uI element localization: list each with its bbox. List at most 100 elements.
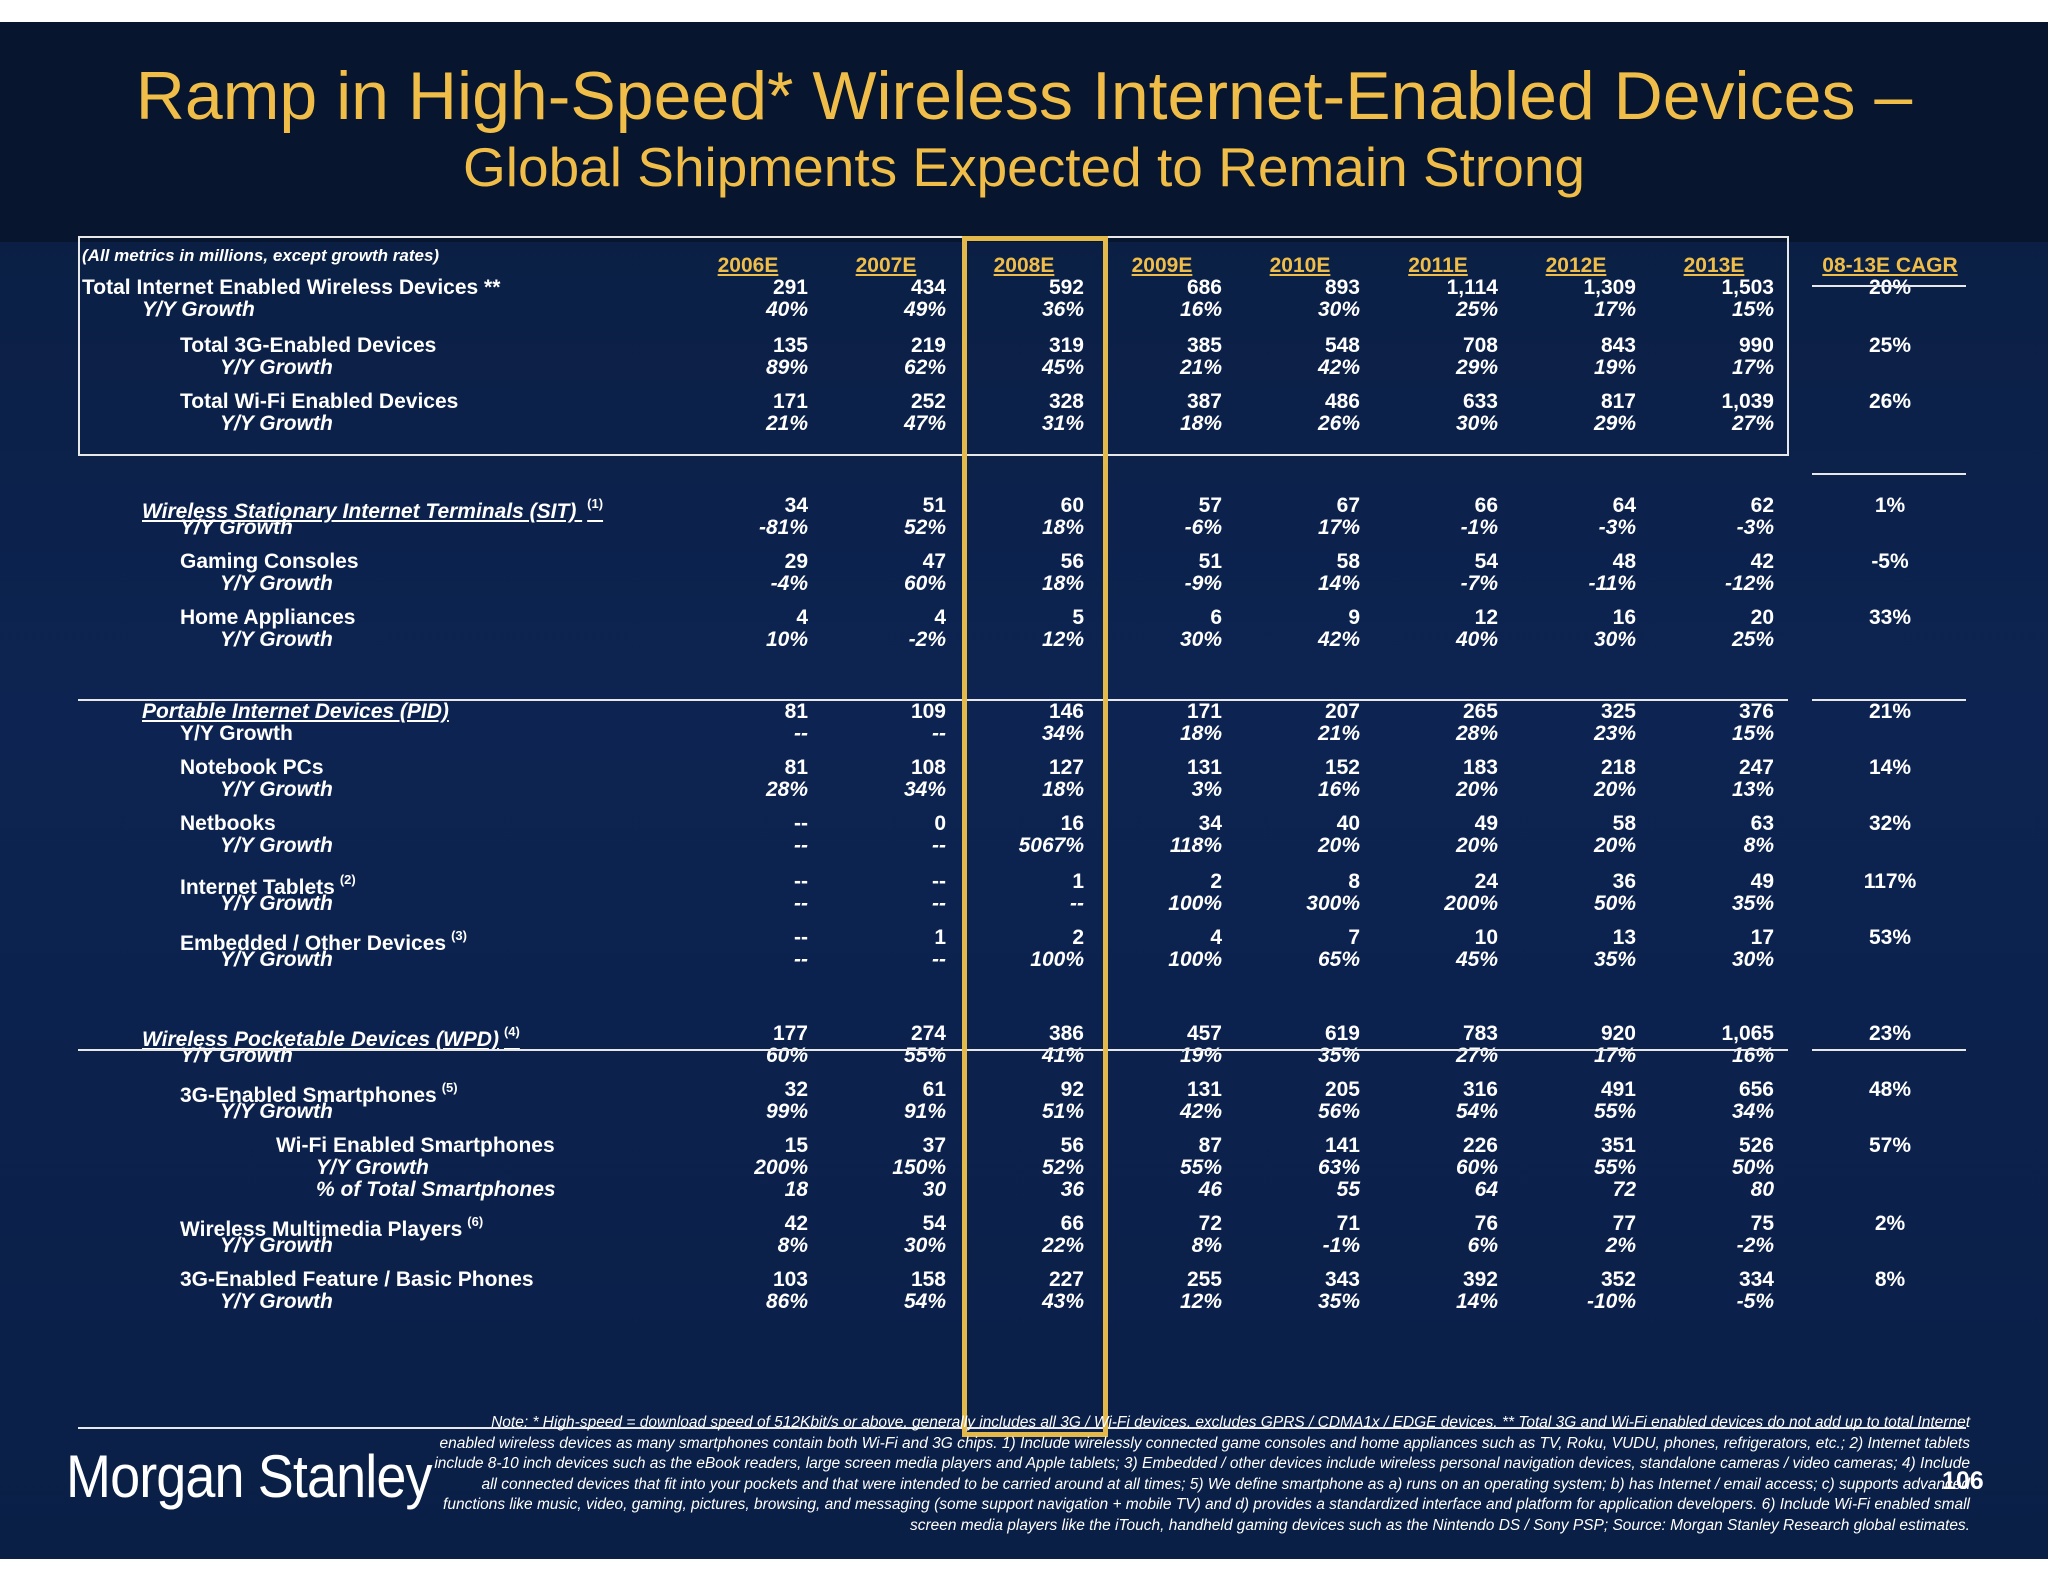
table-cell: 15% (1731, 298, 1774, 321)
section-divider (1812, 473, 1966, 475)
slide-title: Ramp in High-Speed* Wireless Internet-En… (135, 58, 1913, 134)
table-cell: 18% (1041, 778, 1084, 801)
table-cell: 13% (1731, 778, 1774, 801)
table-cell: 47 (922, 550, 946, 573)
table-cell: 66 (1060, 1212, 1084, 1235)
column-header-cagr: 08-13E CAGR (1822, 254, 1958, 277)
table-cell: 20% (1455, 778, 1498, 801)
table-cell: -3% (1598, 516, 1636, 539)
section-divider (1812, 1049, 1966, 1051)
table-cell: 22% (1041, 1234, 1084, 1257)
table-cell: -- (794, 812, 808, 835)
row-label: Y/Y Growth (142, 298, 255, 322)
table-cell: -2% (908, 628, 946, 651)
column-header-2013e: 2013E (1683, 254, 1745, 277)
table-cell: 50% (1593, 892, 1636, 915)
table-cell: 27% (1731, 412, 1774, 435)
table-cell: 15 (784, 1134, 808, 1157)
table-cell: 54% (1455, 1100, 1498, 1123)
morgan-stanley-logo: Morgan Stanley (66, 1443, 433, 1510)
cagr-cell: 8% (1874, 1268, 1906, 1291)
table-cell: 387 (1186, 390, 1222, 413)
table-cell: 18% (1041, 516, 1084, 539)
column-header-2011e: 2011E (1408, 254, 1468, 277)
table-cell: 25% (1731, 628, 1774, 651)
table-cell: 14% (1455, 1290, 1498, 1313)
section-divider (78, 1427, 1966, 1429)
table-cell: 51 (922, 494, 946, 517)
page-number: 106 (1942, 1467, 1984, 1495)
table-cell: -- (794, 722, 808, 745)
table-cell: 686 (1186, 276, 1222, 299)
cagr-cell: 2% (1874, 1212, 1906, 1235)
table-cell: -- (932, 722, 946, 745)
table-cell: 17% (1317, 516, 1360, 539)
highlight-2008-column (962, 236, 1108, 1437)
table-cell: 16 (1060, 812, 1084, 835)
table-cell: 67 (1336, 494, 1360, 517)
table-cell: 17% (1731, 356, 1774, 379)
table-cell: 20 (1750, 606, 1774, 629)
column-header-2009e: 2009E (1131, 254, 1193, 277)
table-cell: -- (794, 870, 808, 893)
table-cell: 118% (1169, 834, 1222, 857)
column-header-2010e: 2010E (1269, 254, 1331, 277)
row-label-text: Total 3G-Enabled Devices (180, 334, 437, 357)
table-cell: 86% (765, 1290, 808, 1313)
row-label-text: % of Total Smartphones (316, 1178, 556, 1201)
row-label: Total Wi-Fi Enabled Devices (180, 390, 458, 414)
row-label-text: Total Wi-Fi Enabled Devices (180, 390, 459, 413)
table-cell: 24 (1474, 870, 1498, 893)
table-cell: 5067% (1018, 834, 1084, 857)
table-cell: 21% (765, 412, 808, 435)
table-cell: 30% (1179, 628, 1222, 651)
table-cell: 18% (1179, 412, 1222, 435)
cagr-cell: 57% (1868, 1134, 1912, 1157)
table-cell: 325 (1600, 700, 1636, 723)
row-label-text: Y/Y Growth (220, 572, 333, 595)
table-cell: 29% (1455, 356, 1498, 379)
row-label: Y/Y Growth (180, 722, 293, 746)
cagr-cell: 32% (1868, 812, 1912, 835)
table-cell: 31% (1041, 412, 1084, 435)
table-cell: 17% (1593, 298, 1636, 321)
row-label-text: Y/Y Growth (220, 1100, 333, 1123)
table-cell: 35% (1731, 892, 1774, 915)
table-cell: 171 (1186, 700, 1222, 723)
table-cell: 486 (1324, 390, 1360, 413)
row-label: Y/Y Growth (220, 892, 333, 916)
cagr-cell: 25% (1868, 334, 1912, 357)
table-cell: 2 (1210, 870, 1222, 893)
row-label-text: Y/Y Growth (142, 298, 255, 321)
cagr-cell: 53% (1868, 926, 1912, 949)
table-cell: 65% (1317, 948, 1360, 971)
table-cell: 291 (772, 276, 808, 299)
row-label-text: Y/Y Growth (220, 628, 333, 651)
table-cell: 1 (934, 926, 946, 949)
table-cell: 91% (903, 1100, 946, 1123)
table-cell: 4 (1210, 926, 1222, 949)
row-label: Notebook PCs (180, 756, 324, 780)
table-cell: 20% (1317, 834, 1360, 857)
cagr-cell: 14% (1868, 756, 1912, 779)
row-label: Gaming Consoles (180, 550, 359, 574)
table-cell: 28% (1455, 722, 1498, 745)
title-band: Ramp in High-Speed* Wireless Internet-En… (0, 22, 2048, 242)
table-cell: 25% (1455, 298, 1498, 321)
table-cell: 16% (1179, 298, 1222, 321)
table-cell: 63 (1750, 812, 1774, 835)
table-cell: -- (932, 892, 946, 915)
table-cell: 0 (934, 812, 946, 835)
table-cell: 103 (772, 1268, 808, 1291)
table-cell: 18 (784, 1178, 808, 1201)
table-cell: 52% (1041, 1156, 1084, 1179)
table-cell: 26% (1317, 412, 1360, 435)
table-cell: 100% (1168, 892, 1222, 915)
row-label: 3G-Enabled Feature / Basic Phones (180, 1268, 534, 1292)
table-cell: 328 (1048, 390, 1084, 413)
table-cell: 37 (922, 1134, 946, 1157)
column-header-2008e: 2008E (993, 254, 1055, 277)
table-cell: 64 (1612, 494, 1636, 517)
table-cell: 57 (1198, 494, 1222, 517)
table-cell: 50% (1731, 1156, 1774, 1179)
